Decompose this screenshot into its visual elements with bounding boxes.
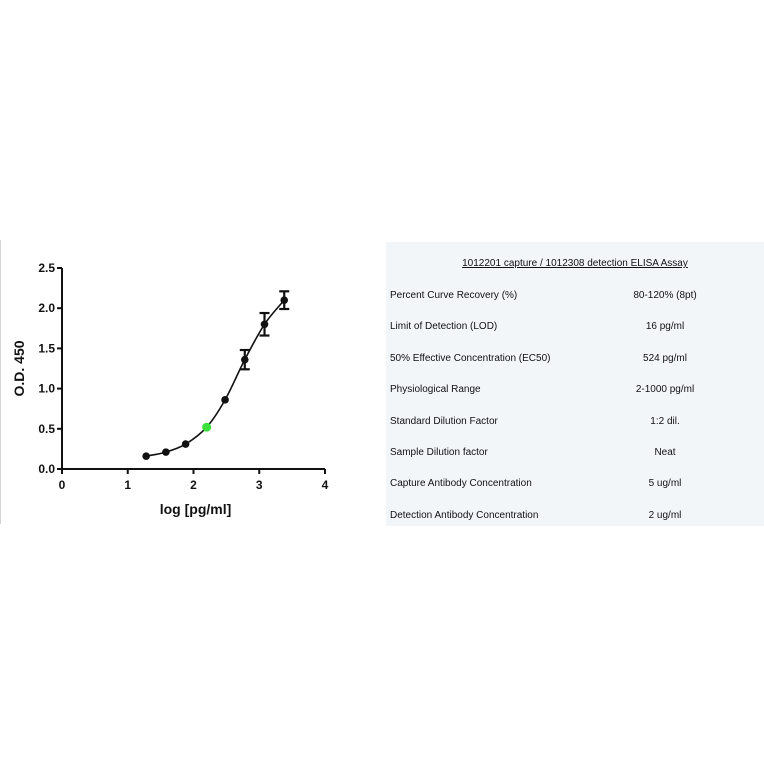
parameter-label: Detection Antibody Concentration [390, 509, 539, 521]
data-point [142, 452, 150, 460]
x-tick-label: 4 [322, 478, 329, 492]
data-point [260, 320, 269, 329]
table-title: 1012201 capture / 1012308 detection ELIS… [462, 258, 688, 269]
table-row: Standard Dilution Factor 1:2 dil. [386, 416, 764, 432]
table-row: Sample Dilution factor Neat [386, 447, 764, 463]
y-tick-label: 1.0 [38, 382, 55, 396]
x-axis-label: log [pg/ml] [160, 501, 232, 517]
parameter-label: Capture Antibody Concentration [390, 478, 532, 490]
y-tick-label: 0.5 [38, 422, 55, 436]
parameter-label: Standard Dilution Factor [390, 415, 498, 427]
data-point [240, 355, 249, 364]
data-point [181, 440, 190, 448]
parameter-value: 5 ug/ml [648, 478, 682, 490]
parameter-value: 16 pg/ml [645, 321, 685, 333]
parameter-value: Neat [654, 447, 676, 458]
x-tick-label: 0 [59, 478, 66, 492]
panel-divider [0, 240, 1, 524]
x-tick-label: 3 [256, 478, 263, 492]
parameter-label: Limit of Detection (LOD) [390, 321, 498, 333]
table-row: Capture Antibody Concentration 5 ug/ml [386, 478, 764, 494]
x-tick-label: 1 [124, 478, 131, 492]
table-row: Detection Antibody Concentration 2 ug/ml [386, 510, 764, 526]
data-points-group [142, 290, 290, 460]
elisa-standard-curve-chart: 0.0 0.5 1.0 1.5 2.0 2.5 0 1 2 3 4 O.D. 450 log [pg… [11, 261, 329, 517]
table-row: 50% Effective Concentration (EC50) 524 pg… [386, 353, 764, 369]
parameter-label: 50% Effective Concentration (EC50) [390, 352, 551, 364]
data-point [162, 448, 170, 456]
parameter-value: 1:2 dil. [650, 415, 680, 427]
assay-parameters-panel: 1012201 capture / 1012308 detection ELIS… [386, 242, 764, 526]
data-point [280, 296, 289, 304]
chart-axes: 0.0 0.5 1.0 1.5 2.0 2.5 0 1 2 3 4 [38, 261, 328, 492]
x-tick-label: 2 [190, 478, 197, 492]
parameter-label: Percent Curve Recovery (%) [390, 290, 518, 301]
parameter-value: 2 ug/ml [648, 509, 682, 521]
parameter-value: 2-1000 pg/ml [635, 384, 695, 396]
y-tick-label: 2.5 [38, 261, 55, 275]
parameter-value: 80-120% (8pt) [633, 290, 697, 301]
parameter-label: Sample Dilution factor [390, 447, 488, 458]
y-tick-label: 1.5 [38, 341, 55, 355]
data-point [221, 396, 229, 404]
y-tick-label: 2.0 [38, 301, 55, 315]
highlighted-data-point [202, 422, 212, 432]
table-row: Physiological Range 2-1000 pg/ml [386, 384, 764, 400]
parameter-value: 524 pg/ml [643, 352, 687, 364]
parameter-label: Physiological Range [390, 384, 481, 396]
y-tick-label: 0.0 [38, 462, 55, 476]
y-axis-label: O.D. 450 [11, 340, 27, 396]
table-row: Percent Curve Recovery (%) 80-120% (8pt) [386, 290, 764, 306]
table-row: Limit of Detection (LOD) 16 pg/ml [386, 321, 764, 337]
